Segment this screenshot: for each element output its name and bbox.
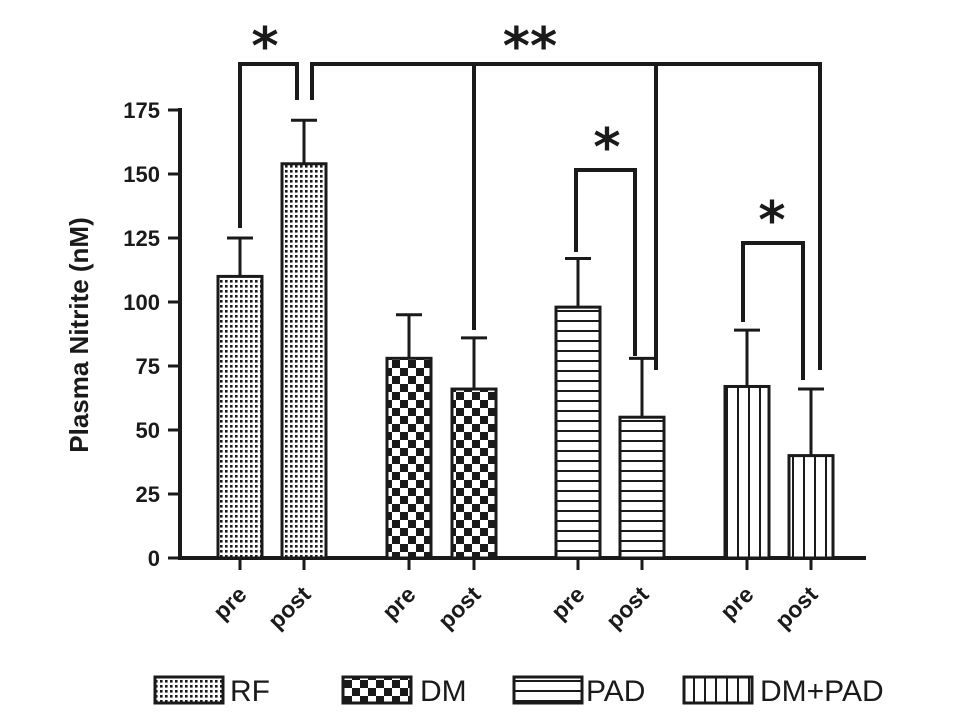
legend: RF DM PAD DM+PAD bbox=[153, 675, 884, 708]
y-axis-label: Plasma Nitrite (nM) bbox=[64, 217, 94, 453]
y-tick-label: 175 bbox=[123, 98, 160, 123]
x-tick-label: pre bbox=[715, 581, 759, 625]
legend-label-pad: PAD bbox=[586, 675, 645, 708]
x-tick-label: post bbox=[263, 581, 316, 634]
bracket-pad-pre-post bbox=[574, 168, 637, 356]
bracket-rf-pre-post bbox=[238, 62, 299, 228]
legend-swatch-pad bbox=[512, 675, 584, 705]
bar-dm-pre bbox=[385, 356, 433, 560]
y-tick-label: 75 bbox=[136, 354, 160, 379]
bar-dm-pad-post bbox=[787, 454, 835, 560]
legend-label-dm: DM bbox=[420, 675, 467, 708]
bracket-dmpad-pre-post bbox=[741, 241, 805, 380]
significance-annotations: * **** bbox=[238, 17, 822, 380]
bars bbox=[216, 162, 835, 560]
x-tick-label: post bbox=[770, 581, 823, 634]
x-tick-label: post bbox=[433, 581, 486, 634]
significance-star-dmpad: * bbox=[758, 191, 785, 251]
significance-star-rf: * bbox=[251, 17, 278, 77]
error-bars bbox=[227, 118, 824, 456]
y-ticks: 0 25 50 75 100 125 150 175 bbox=[123, 98, 180, 571]
bracket-rf-post-vs-posts bbox=[310, 62, 822, 370]
y-tick-label: 150 bbox=[123, 162, 160, 187]
bar-dm-post bbox=[450, 387, 498, 560]
y-tick-label: 25 bbox=[136, 482, 160, 507]
y-tick-label: 100 bbox=[123, 290, 160, 315]
bar-dm-pad-pre bbox=[723, 384, 771, 560]
x-tick-label: pre bbox=[208, 581, 252, 625]
x-tick-label: pre bbox=[377, 581, 421, 625]
y-tick-label: 125 bbox=[123, 226, 160, 251]
bar-rf-post bbox=[280, 162, 328, 560]
legend-swatch-dm-pad bbox=[682, 675, 754, 705]
legend-label-dm-pad: DM+PAD bbox=[760, 675, 884, 708]
bar-pad-post bbox=[618, 415, 666, 560]
x-tick-label: post bbox=[601, 581, 654, 634]
y-tick-label: 50 bbox=[136, 418, 160, 443]
x-tick-label: pre bbox=[546, 581, 590, 625]
x-tick-labels: pre post pre post pre post pre post bbox=[208, 558, 823, 634]
bar-pad-pre bbox=[554, 305, 602, 560]
significance-double-star: ** bbox=[503, 17, 557, 77]
significance-star-pad: * bbox=[593, 118, 620, 178]
y-tick-label: 0 bbox=[148, 546, 160, 571]
bar-rf-pre bbox=[216, 274, 264, 560]
legend-swatch-rf bbox=[153, 675, 225, 705]
legend-label-rf: RF bbox=[230, 675, 270, 708]
legend-swatch-dm bbox=[341, 675, 413, 705]
